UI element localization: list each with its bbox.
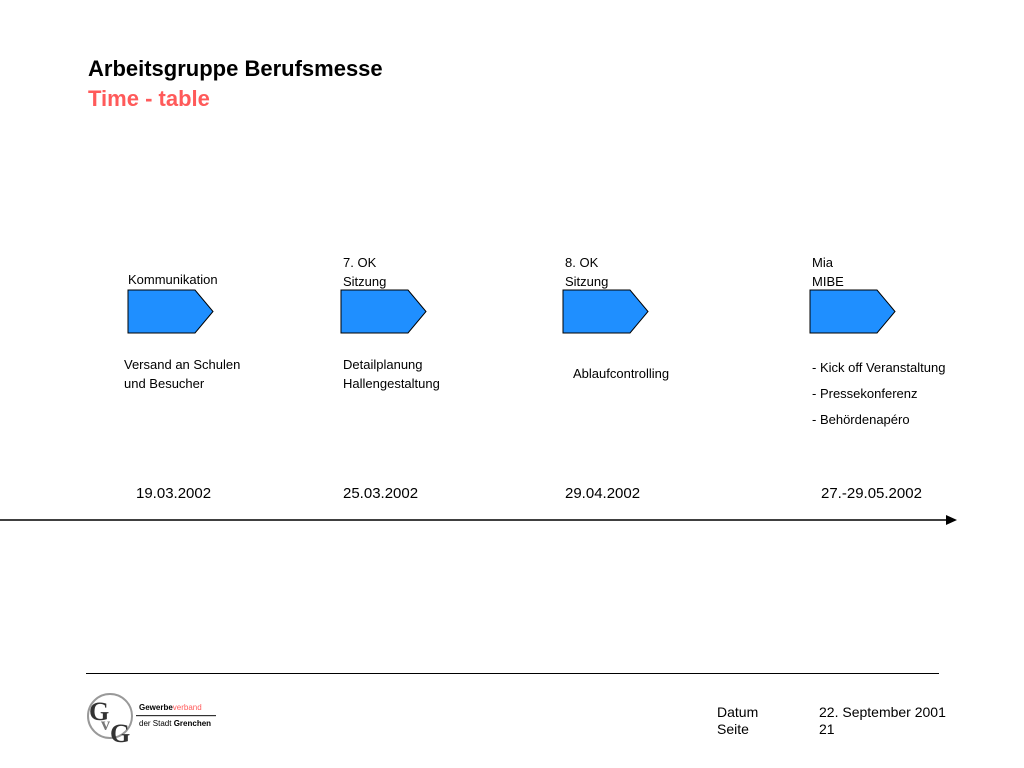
milestone-2-date: 25.03.2002 (343, 485, 419, 502)
svg-text:v: v (101, 714, 110, 734)
footer-seite-value: 21 (819, 721, 835, 737)
logo-line-2: der Stadt Grenchen (139, 719, 212, 728)
svg-text:G: G (89, 697, 109, 726)
footer-divider (86, 673, 939, 674)
milestone-1-date: 19.03.2002 (136, 485, 212, 502)
milestone-2-arrow-icon (340, 289, 428, 334)
footer-seite-label: Seite (717, 721, 749, 737)
milestone-4-description: - Kick off Veranstaltung - Pressekonfere… (812, 360, 946, 427)
gvg-logo-icon: G v G Gewerbeverband der Stadt Grenchen (86, 690, 226, 748)
milestone-3-label: 8. OK Sitzung (565, 255, 609, 289)
milestone-1-description: Versand an Schulen und Besucher (124, 357, 241, 391)
footer-datum-label: Datum (717, 704, 759, 720)
svg-text:G: G (110, 719, 130, 746)
page-title: Arbeitsgruppe Berufsmesse (88, 56, 383, 81)
milestone-4-date: 27.-29.05.2002 (821, 485, 922, 502)
milestone-2-label: 7. OK Sitzung (343, 255, 387, 289)
milestone-1-arrow-icon (127, 289, 215, 334)
milestone-1-label: Kommunikation (128, 272, 218, 287)
milestone-4-label: Mia MIBE (812, 255, 844, 289)
page-subtitle: Time - table (88, 86, 210, 111)
milestone-3-arrow-icon (562, 289, 650, 334)
logo-line-1: Gewerbeverband (139, 703, 202, 712)
milestone-2-description: Detailplanung Hallengestaltung (343, 357, 440, 391)
milestone-3-description: Ablaufcontrolling (573, 366, 670, 381)
milestone-3-date: 29.04.2002 (565, 485, 641, 502)
milestone-4-arrow-icon (809, 289, 897, 334)
footer-datum-value: 22. September 2001 (819, 704, 946, 720)
timeline-arrow (0, 512, 960, 528)
